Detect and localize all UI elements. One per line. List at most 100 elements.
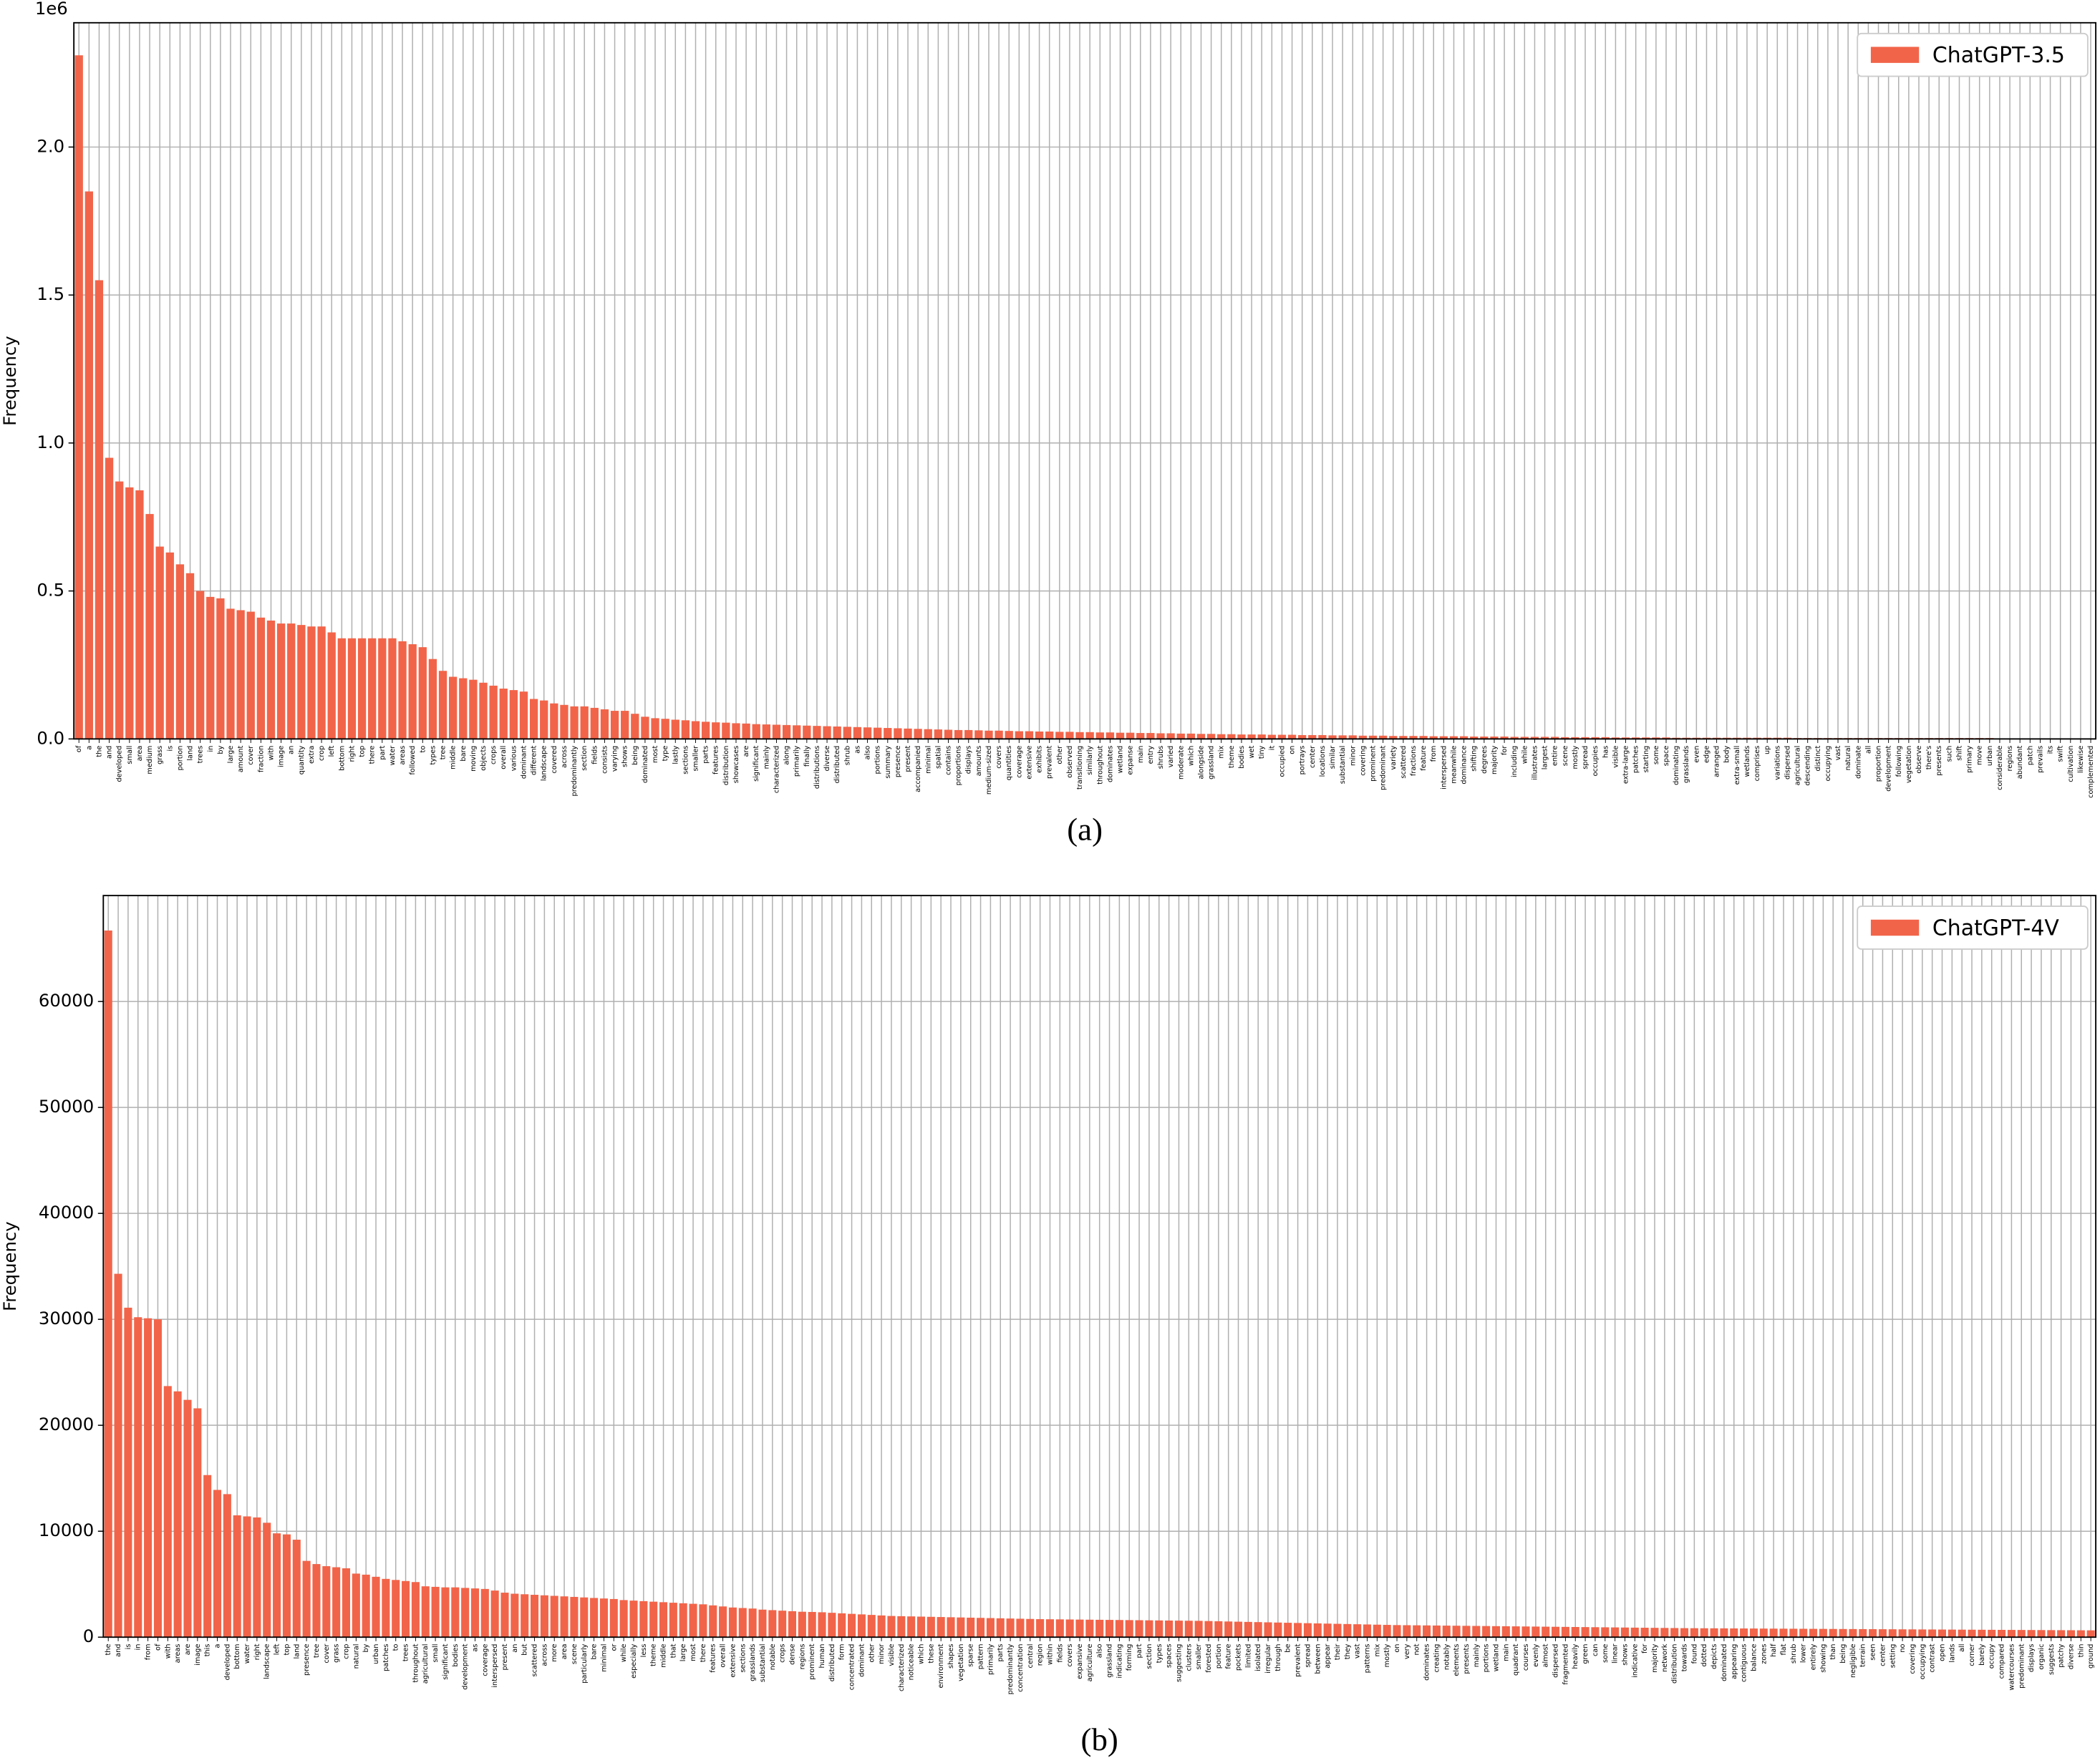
x-tick-label: majority [1651,1643,1659,1673]
x-tick-label: mainly [1473,1643,1481,1667]
bar [1358,735,1368,739]
bar [1621,737,1630,739]
bar [897,1616,906,1638]
bar [1591,737,1600,739]
x-tick-label: covers [995,746,1003,769]
x-tick-label: shifting [1471,746,1479,772]
bar [1878,1629,1887,1638]
x-tick-label: especially [630,1643,638,1679]
bar [216,598,225,739]
x-tick-label: flat [1780,1643,1788,1655]
offset-label: 1e6 [35,0,68,19]
bar [193,1408,202,1638]
x-tick-label: it [1268,745,1276,750]
x-tick-label: pattern [977,1644,985,1670]
x-tick-label: swift [2057,745,2065,762]
x-tick-label: parts [997,1644,1005,1662]
x-tick-label: shapes [947,1644,955,1669]
x-tick-label: minimal [600,1644,608,1672]
bar [1045,731,1054,739]
bar [287,623,296,739]
bar [1809,1628,1818,1638]
x-tick-label: on [1289,746,1297,754]
bar [499,689,508,739]
bar [904,728,912,739]
bar [1363,1624,1372,1638]
bar [1176,733,1185,739]
x-tick-label: while [1521,746,1529,764]
x-tick-label: vast [1834,746,1842,761]
bar [1287,734,1297,739]
x-tick-label: even [1693,746,1700,763]
x-tick-label: shows [1621,1644,1629,1666]
x-tick-label: different [531,745,538,774]
bar [874,727,882,739]
x-tick-label: significant [442,1643,450,1679]
x-tick-label: substantial [759,1644,767,1683]
bar [570,1596,579,1638]
x-tick-label: with [267,746,275,761]
x-tick-label: dominate [1854,746,1862,779]
x-tick-label: majority [1491,745,1499,774]
x-tick-label: elements [1453,1644,1461,1676]
x-tick-label: ground [2087,1644,2095,1669]
bar [1328,735,1337,739]
x-tick-label: limited [1244,1644,1252,1669]
bar [986,1618,995,1638]
bar [1234,1621,1243,1638]
bar [1652,737,1660,739]
x-tick-label: right [348,745,356,762]
bar [984,730,993,739]
bar [1165,1620,1174,1638]
x-tick-label: landscape [541,746,548,782]
bar [1264,1622,1272,1638]
bar [337,638,346,739]
bar [2086,1630,2095,1638]
bar [1095,732,1104,739]
x-tick-label: no [1899,1644,1907,1653]
bar [823,726,831,739]
bar [1542,1626,1550,1638]
x-tick-label: center [1879,1644,1887,1666]
bar [947,1617,955,1638]
x-tick-label: grass [333,1644,341,1663]
bar [712,722,720,739]
x-tick-label: its [2047,746,2055,754]
legend-swatch [1870,47,1920,63]
x-tick-label: some [1653,746,1660,764]
bar [1338,735,1347,739]
x-tick-label: observed [1066,746,1074,778]
bar [1036,1619,1045,1638]
bar [788,1611,797,1638]
bar [388,638,397,739]
x-tick-label: medium [146,746,154,774]
x-tick-label: transitioning [1076,746,1084,790]
bar [1680,1628,1689,1638]
bar [924,729,932,739]
x-tick-label: of [154,1643,162,1651]
bar [803,725,811,739]
x-tick-label: expanse [1127,746,1135,775]
x-tick-label: smaller [692,746,700,772]
x-tick-label: medium-sized [985,746,993,795]
x-tick-label: sparse [967,1644,975,1667]
x-tick-label: moderate [1177,746,1185,779]
x-tick-label: entire [1552,746,1559,766]
x-tick-label: consists [601,746,609,774]
x-tick-label: wetland [1117,746,1125,774]
bar [1224,1621,1233,1638]
bar [173,1391,182,1638]
x-tick-label: scene [571,1644,579,1665]
bar [1399,736,1408,739]
bar [599,1598,608,1638]
x-tick-label: trees [197,746,205,764]
x-tick-label: from [145,1644,153,1661]
bar [2007,1630,2016,1638]
x-tick-label: small [126,746,134,764]
x-tick-label: top [359,746,367,757]
x-tick-label: up [1763,746,1771,754]
y-tick-label: 20000 [39,1414,94,1434]
bar [1065,732,1074,739]
bar [1472,1626,1481,1638]
bar [659,1602,668,1638]
